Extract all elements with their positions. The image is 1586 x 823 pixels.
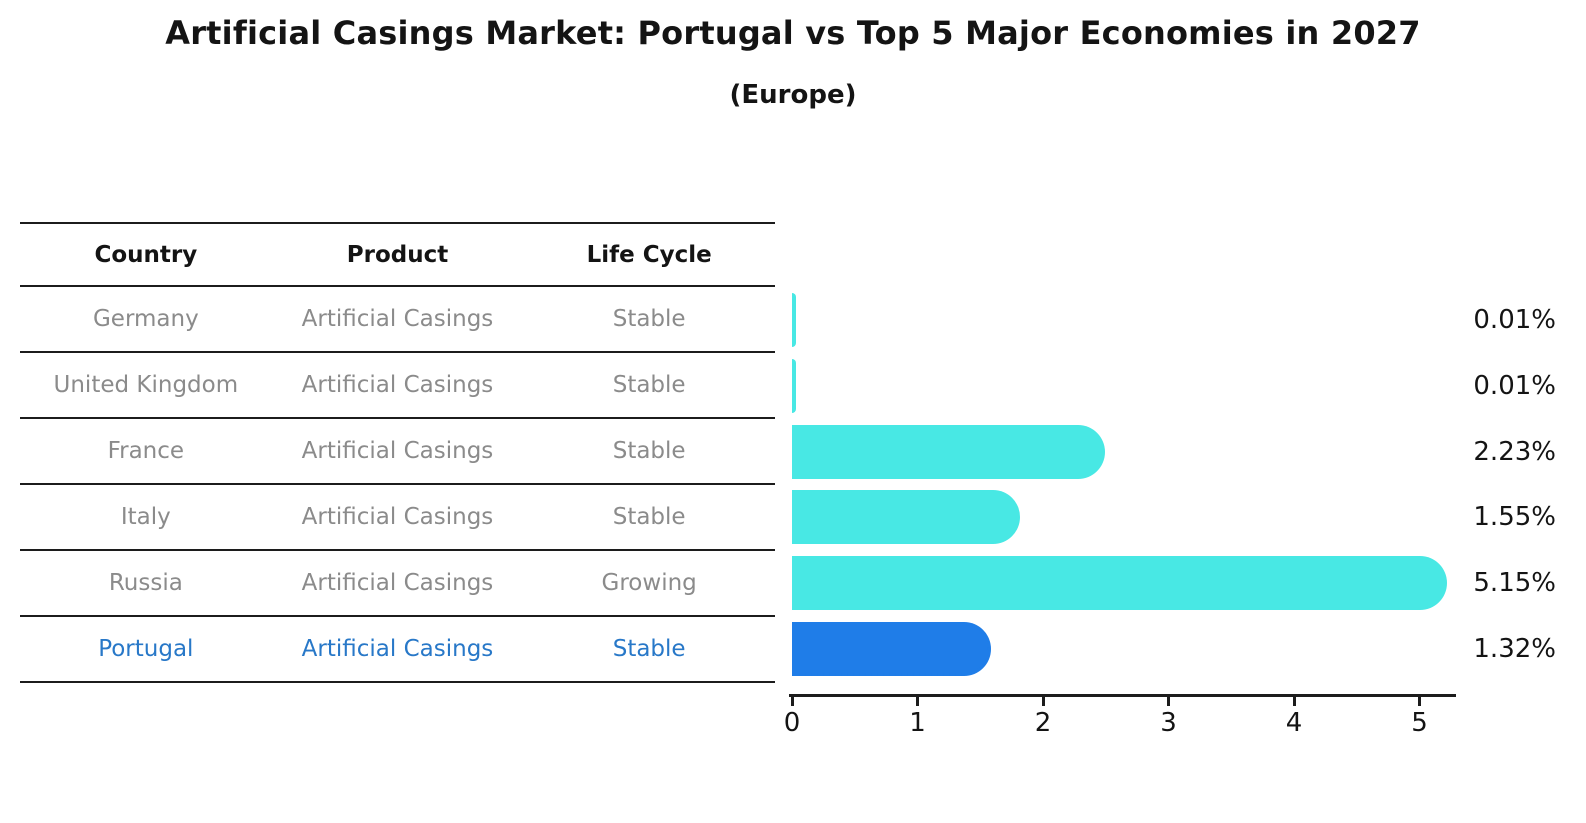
x-axis-tick-label: 4 (1285, 708, 1303, 738)
country-table: Country Product Life Cycle Germany Artifi… (20, 222, 775, 683)
cell-life-cycle: Stable (612, 504, 686, 530)
x-axis-tick-label: 2 (1034, 708, 1052, 738)
bar-value-label: 5.15% (1473, 568, 1556, 599)
cell-product: Artificial Casings (301, 438, 494, 464)
cell-country: Russia (108, 570, 183, 596)
table-row: Italy Artificial Casings Stable (20, 484, 775, 550)
x-axis-tick (1418, 697, 1421, 706)
x-axis-tick (790, 697, 794, 706)
x-axis-tick (1041, 697, 1045, 706)
x-axis-tick (916, 697, 919, 706)
x-axis-tick (1167, 697, 1170, 706)
table-row: Germany Artificial Casings Stable (20, 286, 775, 352)
column-header-product: Product (346, 241, 449, 268)
bar-germany (792, 292, 796, 347)
bar-value-label: 1.32% (1473, 634, 1556, 665)
cell-country: France (107, 438, 185, 464)
x-axis-tick-label: 1 (909, 708, 926, 738)
x-axis-line (789, 694, 1456, 697)
cell-life-cycle: Growing (601, 570, 697, 596)
x-axis-tick-label: 3 (1160, 708, 1177, 738)
cell-life-cycle: Stable (612, 438, 686, 464)
bar-united-kingdom (792, 358, 796, 413)
x-axis-tick (1292, 697, 1296, 706)
bar-portugal (792, 622, 991, 677)
cell-product: Artificial Casings (301, 636, 494, 662)
cell-product: Artificial Casings (301, 504, 494, 530)
bar-value-label: 0.01% (1473, 370, 1556, 401)
column-header-lifecycle: Life Cycle (586, 241, 712, 268)
bar-italy (792, 490, 1020, 545)
cell-product: Artificial Casings (301, 570, 494, 596)
table-row: United Kingdom Artificial Casings Stable (20, 352, 775, 418)
table-header-row: Country Product Life Cycle (20, 223, 775, 286)
bar-france (792, 424, 1105, 479)
bar-russia (792, 556, 1447, 611)
country-table-head: Country Product Life Cycle (20, 223, 775, 286)
table-row: France Artificial Casings Stable (20, 418, 775, 484)
x-axis-tick-label: 5 (1411, 708, 1428, 738)
cell-product: Artificial Casings (301, 306, 494, 332)
cell-product: Artificial Casings (301, 372, 494, 398)
x-axis-tick-label: 0 (783, 708, 801, 738)
cell-country: Portugal (98, 636, 194, 662)
cell-country: Germany (92, 306, 199, 332)
cell-country: United Kingdom (53, 372, 239, 398)
table-row: Russia Artificial Casings Growing (20, 550, 775, 616)
bar-value-label: 0.01% (1473, 304, 1556, 335)
bar-value-label: 1.55% (1473, 502, 1556, 533)
column-header-country: Country (94, 241, 198, 268)
country-table-body: Germany Artificial Casings Stable United Ki… (20, 286, 775, 682)
cell-country: Italy (120, 504, 171, 530)
page-title: Artificial Casings Market: Portugal vs T… (165, 14, 1421, 52)
table-row: Portugal Artificial Casings Stable (20, 616, 775, 682)
cell-life-cycle: Stable (612, 306, 686, 332)
page-subtitle: (Europe) (729, 80, 857, 110)
cell-life-cycle: Stable (612, 372, 686, 398)
bar-value-label: 2.23% (1473, 436, 1556, 467)
cell-life-cycle: Stable (612, 636, 686, 662)
